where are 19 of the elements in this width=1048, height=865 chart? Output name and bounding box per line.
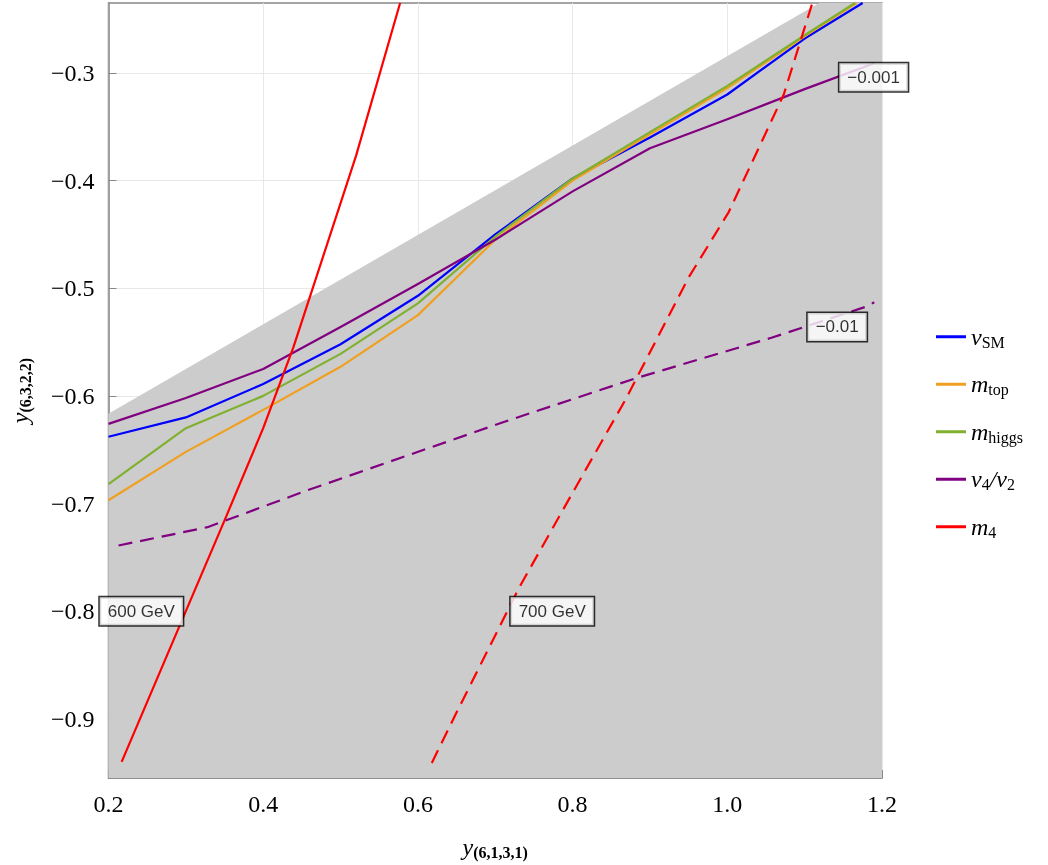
- y-tick-label: −0.4: [50, 167, 95, 194]
- annotation: 600 GeV: [107, 601, 176, 621]
- y-tick-label: −0.9: [50, 705, 95, 732]
- line-series: [117, 301, 876, 547]
- x-tick-label: 1.2: [867, 791, 897, 817]
- y-tick-label: −0.8: [50, 598, 95, 625]
- x-tick-label: 1.0: [712, 791, 743, 817]
- x-tick-label: 0.8: [557, 791, 588, 817]
- y-tick-label: −0.6: [50, 382, 95, 409]
- x-tick-label: 0.4: [248, 791, 279, 817]
- y-tick-label: −0.7: [50, 490, 95, 517]
- x-tick-label: 0.2: [93, 791, 124, 817]
- y-tick-label: −0.3: [50, 59, 95, 86]
- annotation: −0.01: [815, 317, 859, 337]
- annotation: 700 GeV: [518, 601, 587, 621]
- y-tick-label: −0.5: [50, 275, 95, 302]
- annotation: −0.001: [847, 67, 900, 87]
- x-tick-label: 0.6: [402, 791, 433, 817]
- y-axis-title: y(6,3,2,2): [7, 357, 35, 426]
